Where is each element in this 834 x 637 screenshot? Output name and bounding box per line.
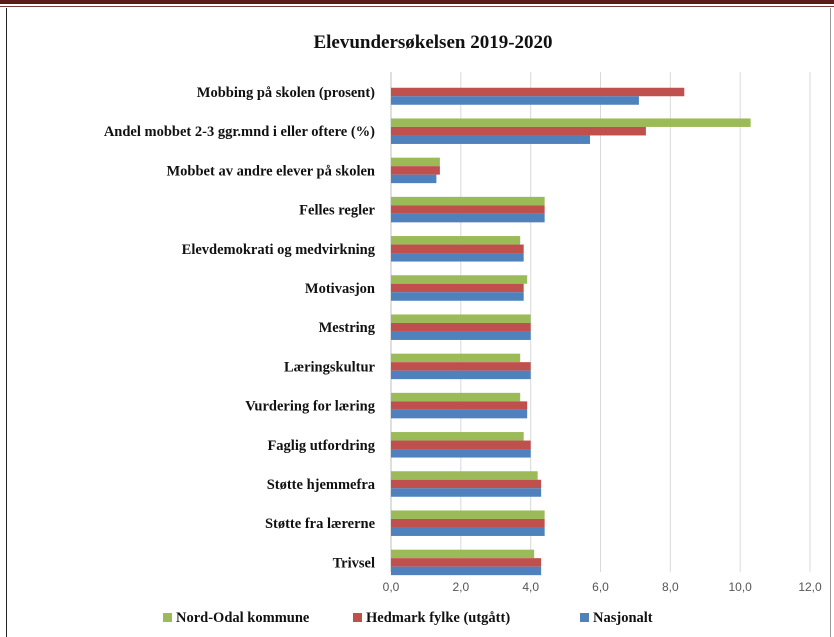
bar-nord-odal-kommune — [391, 236, 521, 245]
category-label: Motivasjon — [305, 281, 375, 297]
bar-nord-odal-kommune — [391, 471, 538, 480]
legend: Nord-Odal kommune Hedmark fylke (utgått) N… — [163, 610, 653, 626]
category-label: Støtte fra lærerne — [265, 516, 376, 532]
category-label: Mestring — [319, 320, 376, 336]
bar-nord-odal-kommune — [391, 314, 531, 323]
bar-hedmark-fylke-utg-tt — [391, 87, 685, 97]
frame-right-border — [830, 8, 831, 637]
category-label: Felles regler — [299, 203, 375, 219]
bar-nord-odal-kommune — [391, 510, 545, 519]
bar-nasjonalt — [391, 409, 528, 419]
bar-hedmark-fylke-utg-tt — [391, 244, 524, 254]
bar-nasjonalt — [391, 253, 524, 262]
x-tick-label: 10,0 — [728, 580, 752, 594]
bar-hedmark-fylke-utg-tt — [391, 322, 531, 332]
bars-layer — [391, 87, 751, 576]
bar-nasjonalt — [391, 135, 591, 144]
bar-hedmark-fylke-utg-tt — [391, 205, 545, 214]
bar-nasjonalt — [391, 331, 531, 340]
category-label: Elevdemokrati og medvirkning — [182, 242, 376, 258]
category-label: Faglig utfordring — [267, 438, 375, 454]
bar-nasjonalt — [391, 96, 639, 105]
bar-nasjonalt — [391, 566, 542, 576]
x-tick-label: 6,0 — [592, 580, 609, 594]
category-labels: Mobbing på skolen (prosent) Andel mobbet … — [104, 85, 376, 571]
x-axis-ticks: 0,0 2,0 4,0 6,0 8,0 10,0 12,0 — [383, 580, 822, 594]
chart-title: Elevundersøkelsen 2019-2020 — [313, 32, 552, 53]
category-label: Trivsel — [333, 555, 375, 571]
x-tick-label: 0,0 — [383, 580, 400, 594]
x-tick-label: 4,0 — [522, 580, 539, 594]
legend-label: Nord-Odal kommune — [176, 610, 310, 626]
frame-top-rule — [0, 6, 834, 7]
category-label: Vurdering for læring — [245, 399, 375, 415]
bar-nasjonalt — [391, 292, 524, 301]
legend-label: Hedmark fylke (utgått) — [366, 610, 510, 626]
legend-swatch — [580, 613, 589, 622]
bar-hedmark-fylke-utg-tt — [391, 126, 646, 136]
frame-top-border — [0, 0, 834, 4]
x-tick-label: 2,0 — [452, 580, 469, 594]
bar-nord-odal-kommune — [391, 157, 440, 167]
bar-hedmark-fylke-utg-tt — [391, 518, 545, 528]
x-tick-label: 12,0 — [798, 580, 822, 594]
frame-left-border — [6, 8, 7, 637]
category-label: Mobbing på skolen (prosent) — [197, 85, 375, 101]
category-label: Støtte hjemmefra — [267, 477, 376, 493]
bar-nord-odal-kommune — [391, 432, 524, 441]
category-label: Andel mobbet 2-3 ggr.mnd i eller oftere … — [104, 124, 375, 140]
bar-nord-odal-kommune — [391, 275, 528, 284]
bar-nord-odal-kommune — [391, 118, 751, 127]
legend-label: Nasjonalt — [593, 610, 653, 626]
bar-hedmark-fylke-utg-tt — [391, 362, 531, 371]
bar-nasjonalt — [391, 174, 437, 184]
bar-nord-odal-kommune — [391, 392, 521, 402]
bar-nasjonalt — [391, 527, 545, 536]
category-label: Læringskultur — [284, 359, 376, 375]
bar-hedmark-fylke-utg-tt — [391, 479, 542, 489]
bar-hedmark-fylke-utg-tt — [391, 283, 524, 293]
legend-swatch — [163, 613, 172, 622]
bar-nord-odal-kommune — [391, 196, 545, 206]
legend-swatch — [353, 613, 362, 622]
x-tick-label: 8,0 — [662, 580, 679, 594]
bar-nasjonalt — [391, 213, 545, 223]
bar-hedmark-fylke-utg-tt — [391, 401, 528, 410]
bar-nasjonalt — [391, 449, 531, 458]
bar-nasjonalt — [391, 370, 531, 380]
bar-hedmark-fylke-utg-tt — [391, 558, 542, 567]
bar-nasjonalt — [391, 488, 542, 497]
bar-hedmark-fylke-utg-tt — [391, 166, 440, 175]
bar-nord-odal-kommune — [391, 353, 521, 363]
bar-hedmark-fylke-utg-tt — [391, 440, 531, 450]
category-label: Mobbet av andre elever på skolen — [166, 163, 375, 179]
bar-nord-odal-kommune — [391, 549, 535, 559]
